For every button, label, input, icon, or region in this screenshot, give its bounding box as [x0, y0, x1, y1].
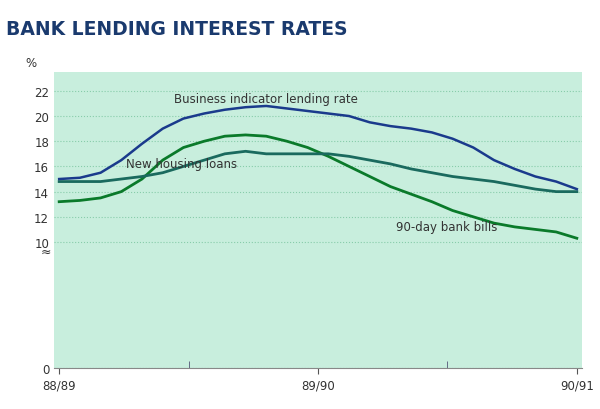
Text: %: % — [25, 57, 36, 70]
Text: 90-day bank bills: 90-day bank bills — [395, 221, 497, 234]
Text: BANK LENDING INTEREST RATES: BANK LENDING INTEREST RATES — [6, 20, 347, 39]
Text: New housing loans: New housing loans — [127, 158, 238, 171]
Text: Business indicator lending rate: Business indicator lending rate — [174, 93, 358, 106]
Text: ≈: ≈ — [40, 245, 51, 258]
